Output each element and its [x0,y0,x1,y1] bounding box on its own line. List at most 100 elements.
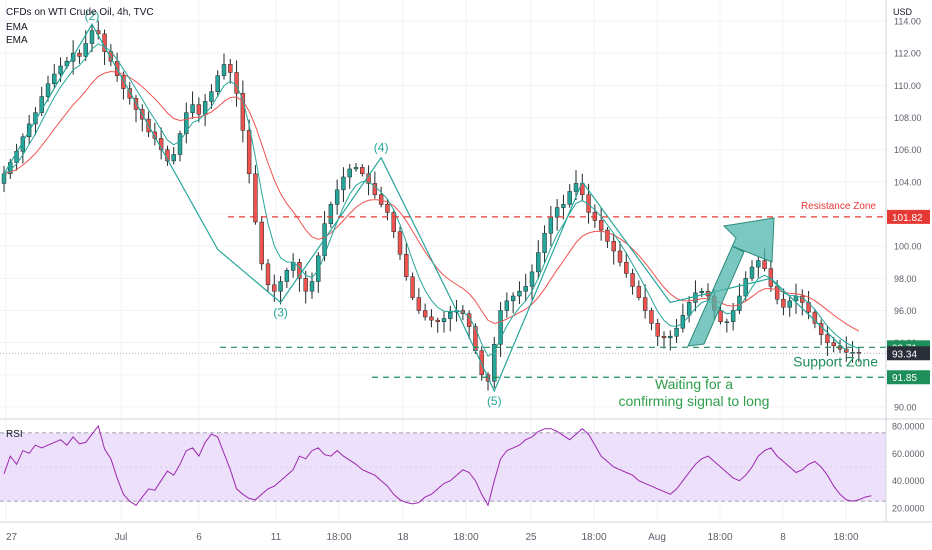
candle-body [378,194,384,205]
price-tick-label: 114.00 [894,17,921,27]
price-badge-label: 93.34 [892,349,917,360]
candle-body [391,212,396,232]
annotation-text: confirming signal to long [619,393,770,409]
candle-body [686,302,692,316]
candle-body [265,263,271,286]
candle-body [831,342,836,347]
rsi-title: RSI [6,429,23,440]
price-badge-label: 101.82 [892,213,923,224]
candle-body [410,276,415,298]
price-badge [887,370,930,385]
time-tick-label: 11 [271,532,282,543]
candle-body [309,281,315,292]
candle-body [284,270,290,282]
candle-body [259,221,264,265]
annotation-text: Waiting for a [655,376,733,392]
candle-body [234,72,239,94]
candle-body [404,253,409,277]
candle-body [668,335,673,339]
candle-body [781,298,786,308]
rsi-tick-label: 40.0000 [892,476,925,486]
arrow-icon [687,217,775,347]
candle-body [573,183,579,192]
candle-body [718,310,723,323]
time-tick-label: Aug [648,532,666,543]
candle-body [605,229,610,242]
time-tick-label: 18:00 [707,532,732,543]
candle-body [253,173,258,223]
time-tick-label: 18 [397,532,409,543]
resistance-label: Resistance Zone [801,201,876,212]
ema-slow-line [3,70,860,332]
time-tick-label: 25 [525,532,537,543]
candle-body [303,278,308,292]
candle-body [749,266,755,279]
candle-body [693,292,698,303]
wave-label: (5) [487,394,502,408]
candle-body [624,262,629,274]
candle-body [328,204,334,224]
candle-body [498,310,503,345]
price-tick-label: 90.00 [894,403,917,413]
wave-label: (3) [273,305,288,319]
candle-body [89,30,95,44]
candle-body [567,191,572,205]
candle-body [441,318,447,323]
candle-body [636,286,642,298]
candle-body [429,316,434,321]
candle-body [353,167,359,170]
candle-body [397,231,403,255]
wave-label: (4) [374,141,389,155]
candle-body [171,154,176,162]
candle-body [611,241,616,252]
candle-body [825,334,830,343]
support-zone-label: Support Zone [793,353,878,369]
candle-body [422,310,428,318]
candles [1,20,862,391]
wave-line [3,22,847,393]
candle-body [385,204,390,213]
time-tick-label: Jul [115,532,128,543]
candle-body [416,297,422,311]
candle-body [347,168,352,178]
candle-body [630,273,635,287]
candle-body [246,130,252,175]
price-tick-label: 108.00 [894,113,922,123]
candle-body [580,183,585,195]
candle-body [536,252,541,273]
indicator-ema-1: EMA [6,22,28,33]
time-tick-label: 8 [780,532,786,543]
candle-body [228,64,233,73]
price-tick-label: 98.00 [894,274,917,284]
candle-body [52,73,57,84]
wave-label: (2) [85,9,100,23]
candle-body [554,207,560,218]
candle-body [730,310,736,323]
candle-body [774,286,780,300]
candle-body [561,204,566,208]
candle-body [240,93,246,131]
candle-body [316,255,321,282]
candle-body [617,250,623,263]
candle-body [278,281,283,292]
candle-body [177,133,183,155]
price-tick-label: 104.00 [894,177,922,187]
candle-body [649,310,654,324]
candle-body [598,220,604,231]
time-tick-label: 18:00 [326,532,351,543]
candle-body [680,315,686,329]
rsi-tick-label: 20.0000 [892,504,925,514]
candle-body [510,295,516,302]
candle-body [548,216,554,234]
price-tick-label: 100.00 [894,242,922,252]
candle-body [655,323,660,337]
price-tick-label: 106.00 [894,145,922,155]
rsi-line [3,424,872,507]
candle-body [787,300,792,308]
candle-body [699,290,704,294]
candle-body [724,321,730,324]
candle-body [435,319,440,323]
time-tick-label: 18:00 [453,532,478,543]
